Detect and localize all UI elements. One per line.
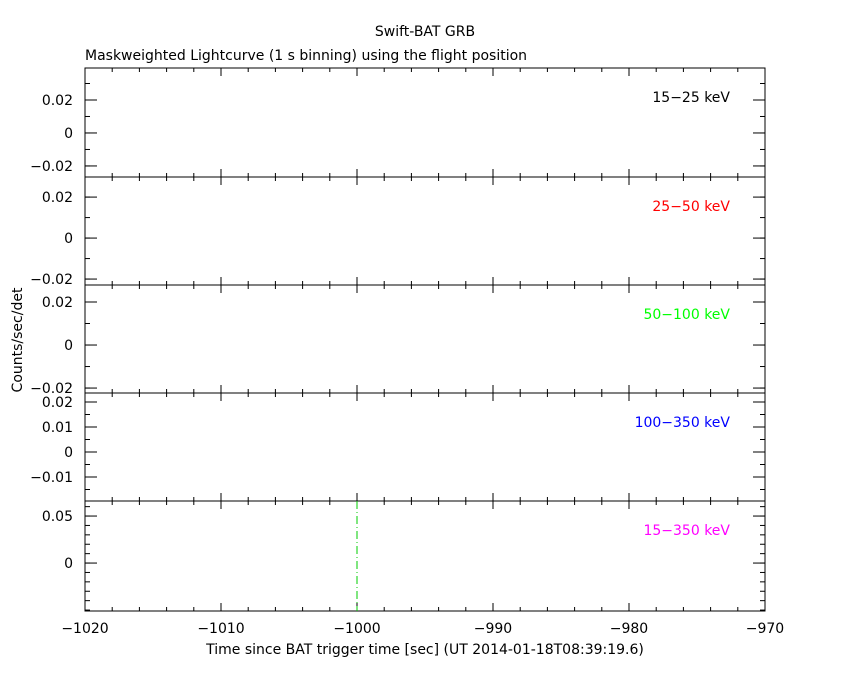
y-tick-label: 0.01 bbox=[42, 420, 73, 436]
panel-frame-5 bbox=[84, 500, 766, 612]
y-tick-label: 0.02 bbox=[42, 395, 73, 411]
x-tick-label: −1010 bbox=[197, 621, 244, 637]
panel-frame-3 bbox=[84, 284, 766, 394]
x-tick-label: −1020 bbox=[61, 621, 108, 637]
y-tick-label: 0 bbox=[64, 126, 73, 142]
x-tick-label: −1000 bbox=[333, 621, 380, 637]
y-axis-label: Counts/sec/det bbox=[10, 287, 26, 392]
panel-frame-1 bbox=[84, 67, 766, 178]
panel-frame-4 bbox=[84, 392, 766, 502]
y-tick-label: 0.02 bbox=[42, 190, 73, 206]
panel-energy-label: 25−50 keV bbox=[652, 199, 730, 215]
y-tick-label: 0.02 bbox=[42, 295, 73, 311]
panel-energy-label: 15−25 keV bbox=[652, 90, 730, 106]
y-tick-label: −0.02 bbox=[30, 272, 73, 288]
panel-energy-label: 50−100 keV bbox=[643, 307, 730, 323]
x-tick-label: −970 bbox=[746, 621, 784, 637]
panel-frame-2 bbox=[84, 176, 766, 286]
y-tick-label: 0 bbox=[64, 445, 73, 461]
y-tick-label: 0 bbox=[64, 231, 73, 247]
panel-energy-label: 100−350 keV bbox=[635, 415, 731, 431]
x-axis-label: Time since BAT trigger time [sec] (UT 20… bbox=[205, 642, 644, 658]
chart-subtitle: Maskweighted Lightcurve (1 s binning) us… bbox=[85, 48, 527, 64]
y-tick-label: 0.02 bbox=[42, 93, 73, 109]
chart-title: Swift-BAT GRB bbox=[375, 24, 475, 40]
x-tick-label: −980 bbox=[610, 621, 648, 637]
y-tick-label: 0 bbox=[64, 556, 73, 572]
y-tick-label: 0 bbox=[64, 338, 73, 354]
panel-energy-label: 15−350 keV bbox=[643, 523, 730, 539]
x-tick-label: −990 bbox=[474, 621, 512, 637]
y-tick-label: −0.02 bbox=[30, 381, 73, 397]
y-tick-label: 0.05 bbox=[42, 509, 73, 525]
y-tick-label: −0.02 bbox=[30, 159, 73, 175]
y-tick-label: −0.01 bbox=[30, 470, 73, 486]
